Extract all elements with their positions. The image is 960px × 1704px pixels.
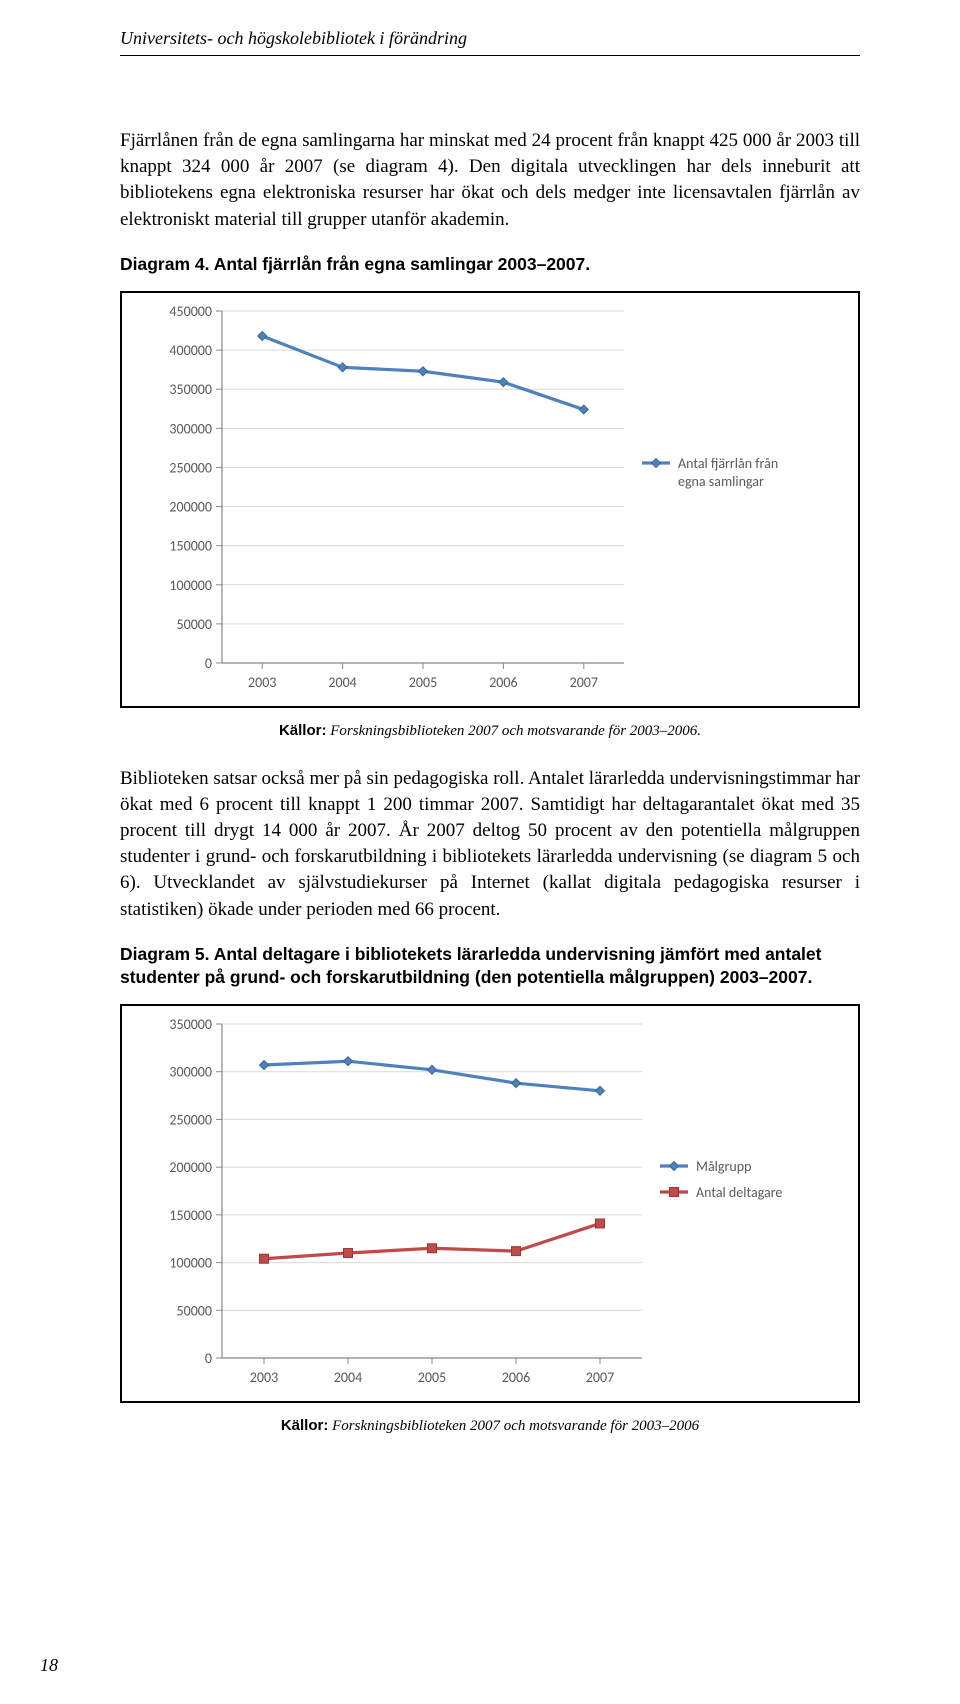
svg-text:2007: 2007 — [586, 1369, 614, 1386]
diagram-4-sources: Källor: Forskningsbiblioteken 2007 och m… — [120, 722, 860, 740]
svg-text:350000: 350000 — [169, 1016, 212, 1033]
sources-label: Källor: — [279, 722, 327, 739]
running-head: Universitets- och högskolebibliotek i fö… — [120, 28, 860, 56]
svg-text:0: 0 — [205, 655, 212, 672]
chart-4-svg: 0 50000 100000 150000 200000 250000 300000 3500… — [122, 293, 858, 701]
svg-text:250000: 250000 — [169, 459, 212, 476]
page: Universitets- och högskolebibliotek i fö… — [0, 0, 960, 1704]
diagram-4-chart: 0 50000 100000 150000 200000 250000 300000 3500… — [120, 291, 860, 708]
svg-text:50000: 50000 — [177, 1302, 212, 1319]
svg-text:2003: 2003 — [248, 674, 276, 691]
page-number: 18 — [40, 1655, 58, 1676]
svg-text:450000: 450000 — [169, 303, 212, 320]
sources-text: Forskningsbiblioteken 2007 och motsvaran… — [326, 723, 701, 739]
svg-text:300000: 300000 — [169, 420, 212, 437]
svg-text:400000: 400000 — [169, 342, 212, 359]
svg-text:300000: 300000 — [169, 1064, 212, 1081]
svg-text:2007: 2007 — [570, 674, 598, 691]
svg-text:250000: 250000 — [169, 1111, 212, 1128]
diagram-5-sources: Källor: Forskningsbiblioteken 2007 och m… — [120, 1417, 860, 1435]
svg-text:2004: 2004 — [334, 1369, 362, 1386]
diagram-5-chart: 0 50000 100000 150000 200000 250000 300000 3500… — [120, 1004, 860, 1403]
svg-text:150000: 150000 — [169, 537, 212, 554]
svg-text:2005: 2005 — [409, 674, 437, 691]
svg-text:2003: 2003 — [250, 1369, 278, 1386]
svg-text:Antal fjärrlån från: Antal fjärrlån från — [678, 455, 778, 472]
svg-text:150000: 150000 — [169, 1207, 212, 1224]
svg-text:egna samlingar: egna samlingar — [678, 473, 764, 490]
sources-label: Källor: — [281, 1417, 329, 1434]
chart-5-svg: 0 50000 100000 150000 200000 250000 300000 3500… — [122, 1006, 858, 1396]
paragraph-2: Biblioteken satsar också mer på sin peda… — [120, 766, 860, 923]
svg-text:2005: 2005 — [418, 1369, 446, 1386]
svg-text:50000: 50000 — [177, 615, 212, 632]
svg-text:100000: 100000 — [169, 576, 212, 593]
svg-text:350000: 350000 — [169, 381, 212, 398]
diagram-4-title: Diagram 4. Antal fjärrlån från egna saml… — [120, 253, 860, 277]
svg-text:200000: 200000 — [169, 498, 212, 515]
svg-text:2006: 2006 — [502, 1369, 530, 1386]
svg-text:2006: 2006 — [489, 674, 517, 691]
paragraph-1: Fjärrlånen från de egna samlingarna har … — [120, 128, 860, 233]
diagram-5-title: Diagram 5. Antal deltagare i biblioteket… — [120, 943, 860, 990]
svg-text:200000: 200000 — [169, 1159, 212, 1176]
svg-text:2004: 2004 — [328, 674, 356, 691]
sources-text: Forskningsbiblioteken 2007 och motsvaran… — [328, 1418, 699, 1434]
svg-text:Målgrupp: Målgrupp — [696, 1158, 751, 1175]
svg-text:0: 0 — [205, 1350, 212, 1367]
svg-text:100000: 100000 — [169, 1255, 212, 1272]
svg-text:Antal deltagare: Antal deltagare — [696, 1184, 782, 1201]
